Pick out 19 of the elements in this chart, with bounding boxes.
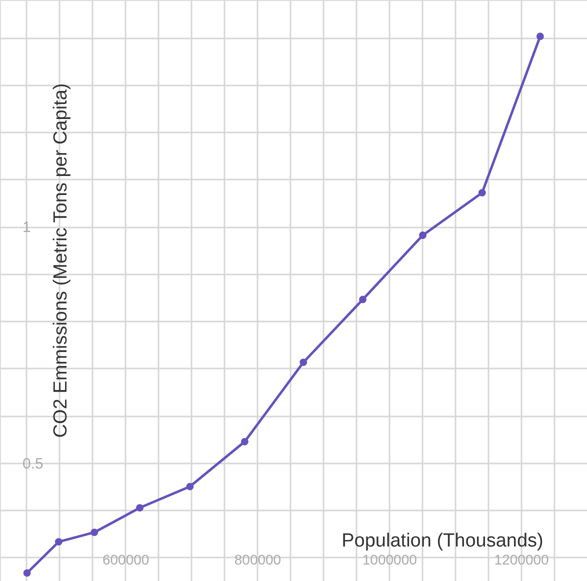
point [359,296,366,304]
point [54,538,62,546]
y-tick-label: 0.5 [22,455,44,472]
y-axis-title: CO2 Emmissions (Metric Tons per Capita) [50,83,72,438]
point [419,232,426,239]
point [90,528,98,536]
y-tick-label: 1 [22,219,31,236]
point [300,358,308,366]
point [478,189,486,196]
x-tick-label: 600000 [102,552,150,568]
point [186,482,194,490]
x-axis-title: Population (Thousands) [342,530,544,552]
point [536,32,544,40]
point [136,504,144,512]
point [240,438,248,446]
x-tick-label: 1200000 [494,552,550,568]
point [23,569,31,577]
x-tick-label: 1000000 [362,552,418,568]
x-tick-label: 800000 [234,552,282,568]
